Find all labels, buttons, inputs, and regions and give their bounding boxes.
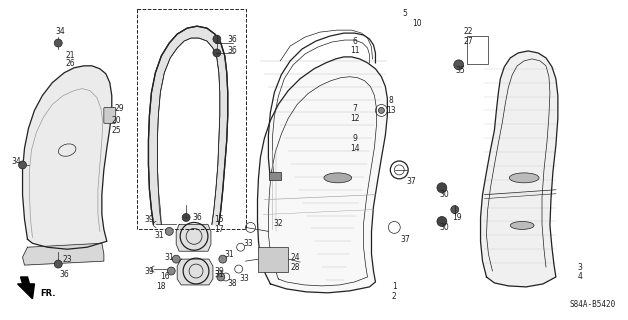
- Bar: [269, 172, 281, 180]
- Text: 4: 4: [577, 272, 582, 282]
- Circle shape: [213, 49, 221, 57]
- Ellipse shape: [511, 221, 534, 229]
- Text: 39: 39: [144, 215, 154, 224]
- Text: 28: 28: [290, 263, 300, 272]
- Text: 1: 1: [392, 282, 397, 292]
- Text: 39: 39: [214, 267, 224, 276]
- Text: 34: 34: [55, 27, 65, 36]
- Text: 17: 17: [214, 225, 224, 234]
- Text: 18: 18: [156, 282, 166, 292]
- Bar: [136, 9, 246, 229]
- Polygon shape: [18, 277, 35, 299]
- Text: 7: 7: [352, 104, 357, 113]
- Text: 13: 13: [386, 106, 396, 115]
- Text: 33: 33: [240, 275, 249, 284]
- Text: 26: 26: [65, 59, 75, 68]
- Text: 34: 34: [12, 157, 21, 166]
- Bar: [259, 247, 288, 272]
- Circle shape: [165, 228, 173, 235]
- Circle shape: [167, 267, 175, 275]
- Circle shape: [182, 213, 190, 221]
- Text: 2: 2: [392, 292, 397, 301]
- Bar: [467, 36, 489, 64]
- Text: 10: 10: [413, 19, 422, 28]
- Text: 37: 37: [406, 177, 416, 186]
- Circle shape: [172, 255, 180, 263]
- Text: 31: 31: [165, 253, 174, 262]
- Text: 11: 11: [350, 46, 359, 55]
- Polygon shape: [23, 66, 112, 249]
- FancyBboxPatch shape: [104, 108, 116, 123]
- Text: S84A-B5420: S84A-B5420: [569, 300, 615, 309]
- Text: 30: 30: [439, 190, 449, 199]
- Circle shape: [19, 161, 26, 169]
- Text: 27: 27: [464, 36, 474, 45]
- Text: 9: 9: [352, 134, 357, 143]
- Text: 29: 29: [115, 104, 124, 113]
- Text: 14: 14: [350, 144, 359, 153]
- Circle shape: [213, 35, 221, 43]
- Text: 36: 36: [228, 35, 237, 44]
- Polygon shape: [257, 57, 387, 293]
- Text: 32: 32: [274, 219, 283, 228]
- Text: FR.: FR.: [40, 289, 56, 298]
- Circle shape: [54, 260, 62, 268]
- Circle shape: [437, 183, 447, 193]
- Ellipse shape: [324, 173, 352, 183]
- Circle shape: [451, 206, 458, 213]
- Text: 23: 23: [62, 255, 72, 264]
- Text: 33: 33: [244, 239, 254, 248]
- Text: 8: 8: [389, 96, 394, 105]
- Text: 31: 31: [214, 269, 224, 278]
- Circle shape: [54, 39, 62, 47]
- Text: 36: 36: [59, 269, 69, 278]
- Text: 6: 6: [352, 36, 357, 45]
- Circle shape: [217, 273, 225, 281]
- Text: 38: 38: [228, 279, 237, 288]
- Text: 12: 12: [350, 114, 359, 123]
- Text: 35: 35: [456, 66, 465, 75]
- Polygon shape: [480, 51, 558, 287]
- Circle shape: [454, 60, 463, 70]
- Text: 31: 31: [224, 250, 234, 259]
- Text: 37: 37: [400, 235, 410, 244]
- Circle shape: [379, 108, 384, 113]
- Text: 36: 36: [228, 46, 237, 55]
- Text: 21: 21: [65, 52, 75, 60]
- Text: 5: 5: [403, 9, 408, 18]
- Text: 3: 3: [577, 263, 582, 272]
- Text: 25: 25: [112, 126, 122, 135]
- Circle shape: [437, 217, 447, 227]
- Text: 16: 16: [161, 272, 170, 282]
- Text: 30: 30: [439, 223, 449, 232]
- Text: 24: 24: [290, 253, 300, 262]
- Text: 22: 22: [464, 27, 474, 36]
- Polygon shape: [23, 243, 104, 265]
- Polygon shape: [176, 224, 211, 251]
- Circle shape: [219, 255, 227, 263]
- Polygon shape: [177, 259, 213, 285]
- Text: 20: 20: [112, 116, 122, 125]
- Polygon shape: [148, 26, 228, 224]
- Text: 39: 39: [144, 267, 154, 276]
- Text: 31: 31: [154, 231, 164, 240]
- Text: 36: 36: [192, 213, 202, 222]
- Ellipse shape: [509, 173, 539, 183]
- Text: 19: 19: [452, 213, 462, 222]
- Text: 15: 15: [214, 215, 224, 224]
